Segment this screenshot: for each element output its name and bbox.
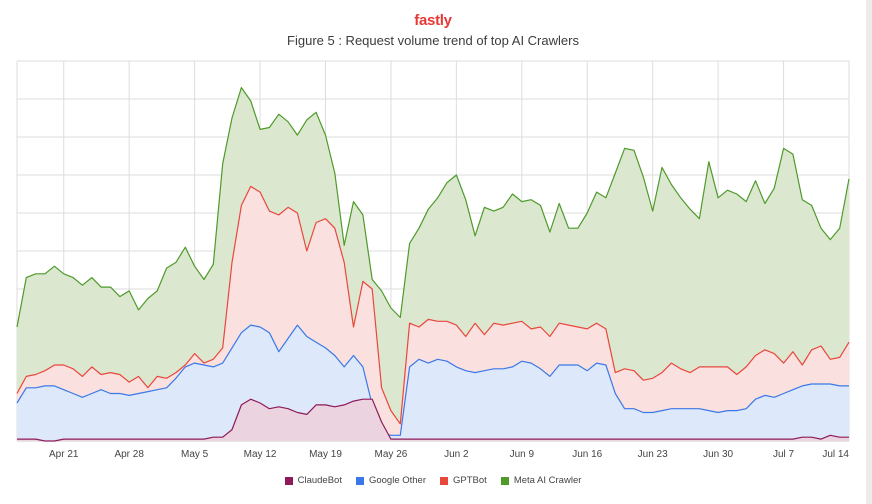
legend-label-google-other: Google Other [368, 475, 427, 486]
x-tick-label: Jun 16 [572, 449, 602, 460]
x-tick-label: May 19 [309, 449, 342, 460]
legend-label-claudebot: ClaudeBot [297, 475, 342, 486]
legend-item-gptbot: GPTBot [440, 475, 487, 486]
x-tick-label: May 5 [181, 449, 209, 460]
x-tick-label: May 12 [244, 449, 277, 460]
legend-label-meta-ai-crawler: Meta AI Crawler [513, 475, 582, 486]
x-tick-label: Jun 30 [703, 449, 733, 460]
line-claudebot [17, 398, 849, 442]
legend-item-google-other: Google Other [355, 475, 427, 486]
x-tick-label: Jul 14 [822, 449, 849, 460]
legend-item-claudebot: ClaudeBot [284, 475, 342, 486]
chart-legend: ClaudeBot Google Other GPTBot Meta AI Cr… [0, 475, 866, 486]
line-meta-ai-crawler [16, 87, 850, 328]
legend-item-meta-ai-crawler: Meta AI Crawler [500, 475, 582, 486]
x-tick-label: Jun 9 [510, 449, 535, 460]
x-tick-label: Jun 2 [444, 449, 469, 460]
x-tick-label: Jul 7 [773, 449, 795, 460]
chart-series [16, 87, 850, 442]
x-tick-label: Apr 21 [49, 449, 79, 460]
legend-swatch-gptbot [440, 476, 449, 485]
x-axis: Apr 21 Apr 28 May 5 May 12 May 19 May 26 Jun 2… [49, 449, 849, 460]
chart-title: Figure 5 : Request volume trend of top A… [287, 33, 579, 48]
line-gptbot [16, 185, 850, 425]
legend-swatch-google-other [355, 476, 364, 485]
legend-swatch-meta-ai-crawler [500, 476, 509, 485]
window-edge [866, 0, 872, 504]
legend-swatch-claudebot [284, 476, 293, 485]
line-google-other [16, 324, 849, 436]
x-tick-label: Apr 28 [114, 449, 144, 460]
x-tick-label: May 26 [375, 449, 408, 460]
legend-label-gptbot: GPTBot [453, 475, 487, 486]
chart-area: Apr 21 Apr 28 May 5 May 12 May 19 May 26 Jun 2… [16, 60, 850, 460]
x-tick-label: Jun 23 [638, 449, 668, 460]
brand-logo: fastly [414, 12, 452, 29]
